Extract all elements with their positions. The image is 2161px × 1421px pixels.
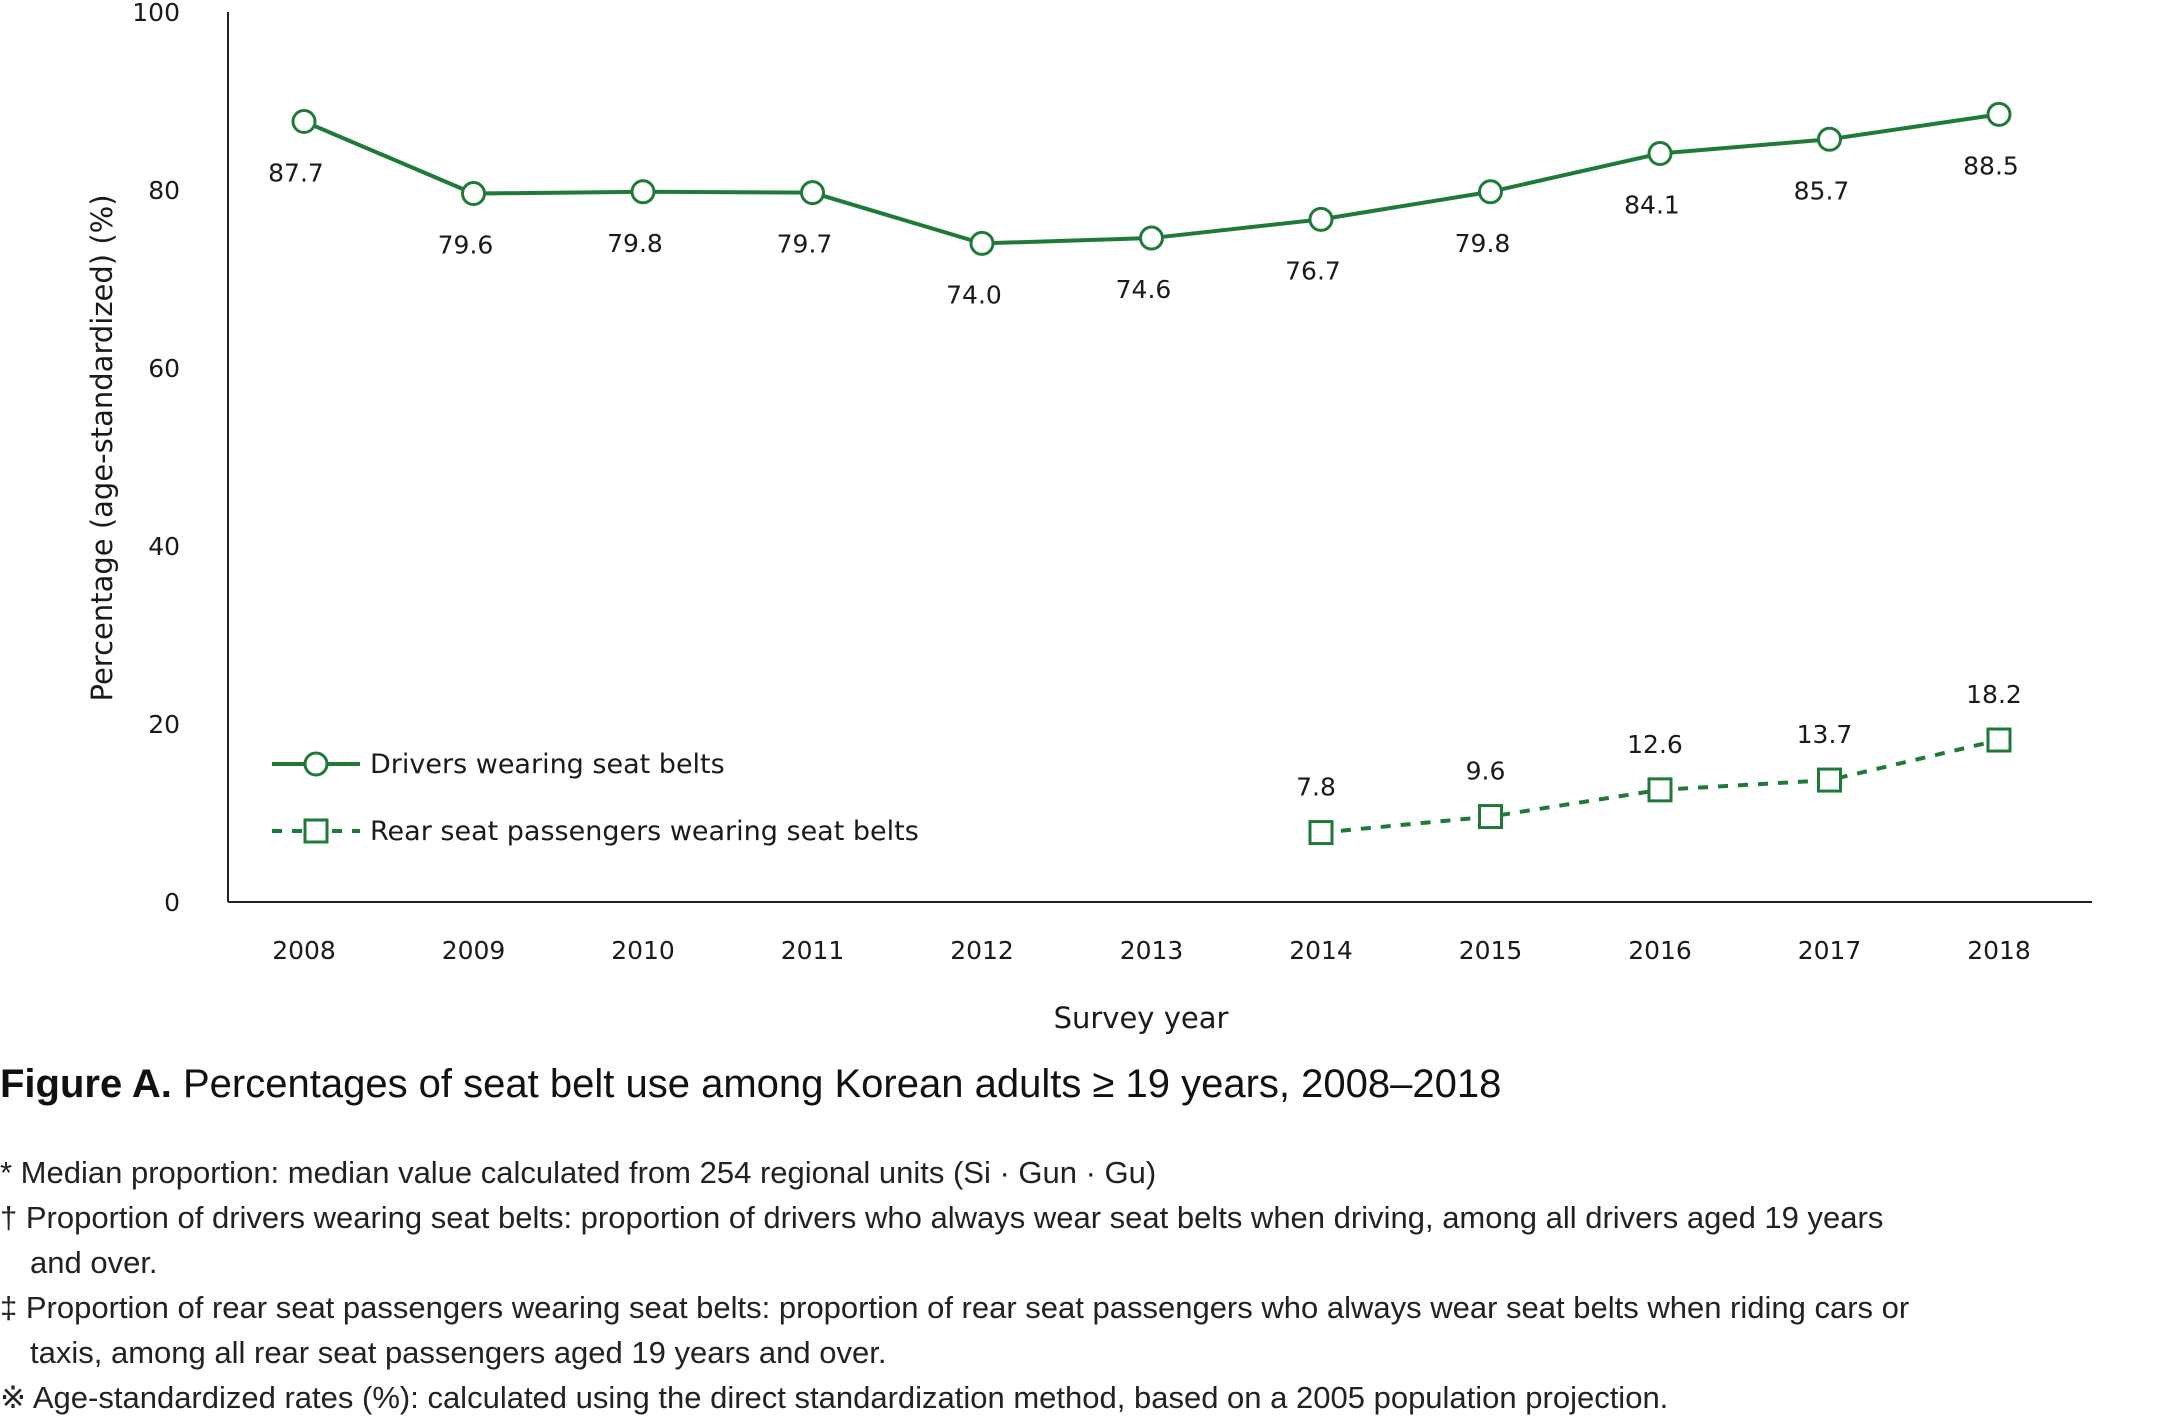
legend-marker [303, 751, 329, 777]
line-chart: 0 20 40 60 80 100 2008 2009 2010 2011 2012 2013 201… [85, 0, 2092, 1035]
data-point-marker [1139, 225, 1164, 251]
x-tick-label: 2009 [442, 936, 506, 965]
series-line [303, 112, 2000, 246]
footnote-age-standardized: ※ Age-standardized rates (%): calculated… [0, 1380, 1669, 1415]
data-label: 79.8 [607, 229, 663, 258]
legend-item-drivers: Drivers wearing seat belts [272, 749, 725, 780]
x-tick-label: 2010 [611, 936, 675, 965]
y-tick-label: 40 [148, 532, 180, 561]
data-point-marker [1308, 820, 1334, 846]
data-label: 79.7 [777, 230, 833, 259]
legend-marker [303, 818, 329, 844]
footnote-rear: ‡ Proportion of rear seat passengers wea… [0, 1290, 1910, 1325]
data-label: 84.1 [1624, 191, 1680, 220]
data-point-marker [291, 108, 317, 134]
data-point-marker [1817, 767, 1842, 793]
chart-axes [227, 12, 2092, 903]
data-point-marker [461, 181, 486, 207]
data-label: 9.6 [1466, 757, 1506, 786]
data-label: 85.7 [1794, 176, 1850, 205]
y-tick-label: 0 [164, 888, 180, 917]
series-rear-passengers: 7.8 9.6 12.6 13.7 18.2 [1296, 680, 2022, 846]
x-tick-label: 2013 [1120, 936, 1184, 965]
data-label: 76.7 [1285, 256, 1341, 285]
x-tick-label: 2014 [1289, 936, 1353, 965]
data-point-marker [1817, 126, 1842, 152]
data-point-marker [630, 179, 656, 205]
y-tick-label: 100 [132, 0, 180, 27]
data-point-marker [1478, 804, 1503, 830]
data-point-marker [1308, 206, 1334, 232]
x-tick-label: 2011 [781, 936, 845, 965]
figure-caption: Figure A. Percentages of seat belt use a… [0, 1062, 2161, 1107]
y-tick-label: 80 [148, 176, 180, 205]
data-point-marker [1478, 179, 1503, 205]
footnote-median: * Median proportion: median value calcul… [0, 1155, 1157, 1190]
data-label: 79.8 [1455, 229, 1511, 258]
x-tick-label: 2015 [1459, 936, 1523, 965]
figure-caption-text: Percentages of seat belt use among Korea… [171, 1062, 1502, 1106]
y-tick-label: 60 [148, 354, 180, 383]
y-tick-labels: 0 20 40 60 80 100 [132, 0, 180, 917]
data-label: 13.7 [1797, 720, 1853, 749]
data-label: 74.0 [946, 280, 1002, 309]
x-tick-labels: 2008 2009 2010 2011 2012 2013 2014 2015 2016 2017… [272, 936, 2031, 965]
x-tick-label: 2008 [272, 936, 336, 965]
data-label: 18.2 [1966, 680, 2022, 709]
footnote-drivers: † Proportion of drivers wearing seat bel… [0, 1200, 1884, 1235]
data-label: 88.5 [1963, 151, 2019, 180]
x-tick-label: 2017 [1798, 936, 1862, 965]
y-axis-title: Percentage (age-standardized) (%) [85, 194, 119, 701]
data-point-marker [1647, 141, 1673, 167]
legend-item-rear-passengers: Rear seat passengers wearing seat belts [272, 816, 919, 847]
x-tick-label: 2012 [950, 936, 1014, 965]
data-point-marker [800, 180, 825, 206]
data-point-marker [1986, 727, 2012, 753]
data-label: 7.8 [1296, 773, 1336, 802]
data-point-marker [1647, 777, 1673, 803]
chart-series: 87.7 79.6 79.8 79.7 74.0 74.6 76.7 79.8 84.1 85.7… [268, 101, 2022, 846]
series-drivers: 87.7 79.6 79.8 79.7 74.0 74.6 76.7 79.8 84.1 85.7… [268, 101, 2019, 309]
footnotes: * Median proportion: median value calcul… [0, 1150, 2161, 1420]
legend-label: Rear seat passengers wearing seat belts [370, 816, 919, 847]
x-tick-label: 2018 [1967, 936, 2031, 965]
data-point-marker [1986, 101, 2012, 127]
x-tick-label: 2016 [1628, 936, 1692, 965]
chart-legend: Drivers wearing seat belts Rear seat pass… [272, 749, 919, 847]
footnote-drivers-cont: and over. [30, 1245, 158, 1280]
data-point-marker [969, 230, 995, 256]
data-label: 74.6 [1116, 275, 1172, 304]
figure-caption-prefix: Figure A. [0, 1062, 172, 1106]
x-axis-title: Survey year [1054, 1001, 1229, 1035]
data-label: 12.6 [1627, 730, 1683, 759]
y-tick-label: 20 [148, 710, 180, 739]
footnote-rear-cont: taxis, among all rear seat passengers ag… [30, 1335, 887, 1370]
legend-label: Drivers wearing seat belts [370, 749, 725, 780]
data-label: 87.7 [268, 158, 324, 187]
data-label: 79.6 [438, 231, 494, 260]
